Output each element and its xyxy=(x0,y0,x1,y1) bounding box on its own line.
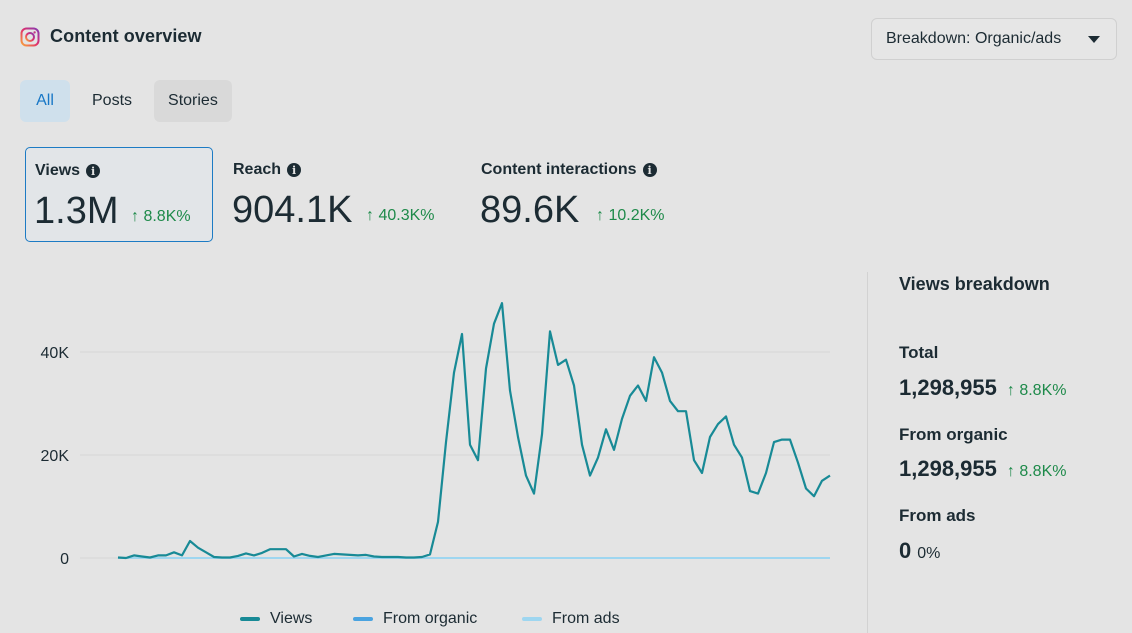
y-tick-label: 40K xyxy=(41,345,70,362)
info-icon[interactable]: i xyxy=(86,164,101,178)
header: Content overview xyxy=(20,26,202,47)
caret-down-icon xyxy=(1088,36,1100,43)
metric-reach-title: Reach xyxy=(233,161,282,178)
legend-item-ads[interactable]: From ads xyxy=(522,610,620,628)
y-tick-label: 20K xyxy=(41,448,70,465)
metric-interactions-change: ↑ 10.2K% xyxy=(596,207,665,224)
metric-card-views[interactable]: Views i 1.3M ↑ 8.8K% xyxy=(25,147,213,242)
legend-label-organic: From organic xyxy=(383,610,478,627)
breakdown-total-value: 1,298,955 ↑ 8.8K% xyxy=(899,375,1066,401)
metric-reach-change: ↑ 40.3K% xyxy=(366,207,435,224)
tab-all[interactable]: All xyxy=(20,80,70,122)
tab-posts[interactable]: Posts xyxy=(78,80,146,122)
tab-all-label: All xyxy=(36,92,54,109)
panel-divider xyxy=(867,272,868,633)
metric-interactions-title: Content interactions xyxy=(481,161,637,178)
breakdown-total-change: ↑ 8.8K% xyxy=(1006,382,1067,399)
breakdown-dropdown-label: Breakdown: Organic/ads xyxy=(886,30,1062,47)
instagram-icon xyxy=(20,27,40,46)
metric-label-interactions: Content interactions i xyxy=(481,161,657,179)
y-tick-label: 0 xyxy=(60,551,69,568)
breakdown-organic-change: ↑ 8.8K% xyxy=(1006,463,1067,480)
legend-swatch-ads xyxy=(522,617,542,621)
metric-views-value: 1.3M xyxy=(34,190,119,232)
breakdown-organic-label: From organic xyxy=(899,425,1008,444)
tab-stories-label: Stories xyxy=(168,92,218,109)
info-icon[interactable]: i xyxy=(642,163,657,177)
breakdown-ads-number: 0 xyxy=(899,538,912,563)
metric-card-content-interactions[interactable]: Content interactions i 89.6K ↑ 10.2K% xyxy=(472,147,722,242)
breakdown-ads-value: 0 0% xyxy=(899,538,940,564)
metric-reach-value: 904.1K xyxy=(232,189,353,231)
views-breakdown-title: Views breakdown xyxy=(899,274,1050,294)
legend-label-ads: From ads xyxy=(552,610,620,627)
info-icon[interactable]: i xyxy=(287,163,302,177)
metric-views-title: Views xyxy=(35,162,81,179)
metric-label-views: Views i xyxy=(35,162,101,180)
breakdown-organic-number: 1,298,955 xyxy=(899,456,997,481)
tab-posts-label: Posts xyxy=(92,92,133,109)
page-title: Content overview xyxy=(50,26,202,46)
legend-label-views: Views xyxy=(270,610,313,627)
breakdown-dropdown[interactable]: Breakdown: Organic/ads xyxy=(871,18,1117,60)
legend-item-organic[interactable]: From organic xyxy=(353,610,477,628)
legend-swatch-views xyxy=(240,617,260,621)
breakdown-total-number: 1,298,955 xyxy=(899,375,997,400)
metric-label-reach: Reach i xyxy=(233,161,302,179)
metric-interactions-value: 89.6K xyxy=(480,189,580,231)
breakdown-ads-percent: 0% xyxy=(917,545,941,562)
legend-item-views[interactable]: Views xyxy=(240,610,312,628)
content-type-tabs: All Posts Stories xyxy=(20,80,240,122)
legend-swatch-organic xyxy=(353,617,373,621)
breakdown-ads-label: From ads xyxy=(899,506,976,525)
tab-stories[interactable]: Stories xyxy=(154,80,232,122)
breakdown-organic-value: 1,298,955 ↑ 8.8K% xyxy=(899,456,1066,482)
metric-card-reach[interactable]: Reach i 904.1K ↑ 40.3K% xyxy=(224,147,464,242)
metric-views-change: ↑ 8.8K% xyxy=(131,208,191,225)
series-line-views xyxy=(117,302,831,560)
breakdown-total-label: Total xyxy=(899,343,939,362)
views-line-chart: 0 20K 40K xyxy=(41,302,831,568)
